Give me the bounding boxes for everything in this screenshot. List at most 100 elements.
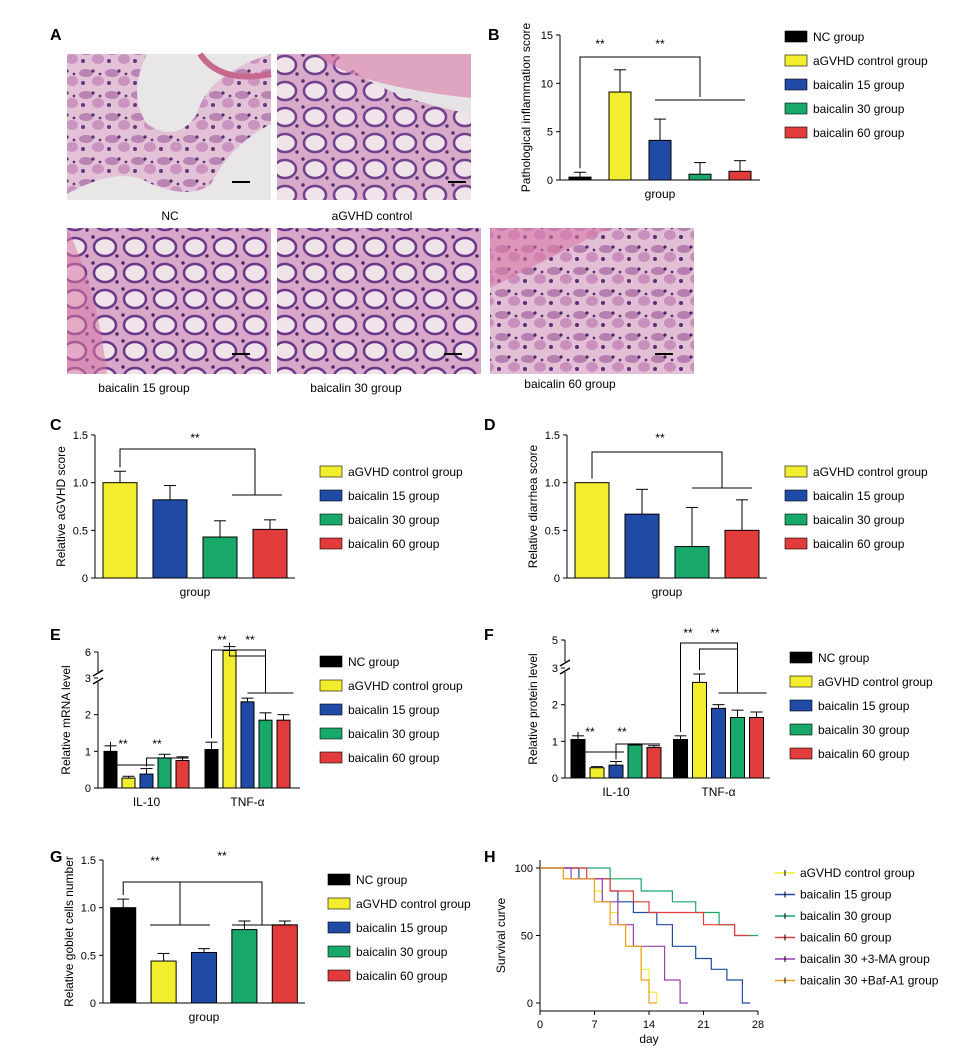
chart-e-legend-label: aGVHD control group	[348, 679, 463, 693]
chart-f-sig-label: **	[585, 725, 595, 739]
chart-e-legend-label: NC group	[348, 655, 400, 669]
panel-letter-b: B	[488, 27, 500, 44]
chart-e-sig-label: **	[217, 633, 227, 647]
chart-c-y-label: Relative aGVHD score	[54, 446, 68, 567]
chart-f-y-tick-label: 1	[552, 736, 558, 748]
chart-f-legend-swatch	[789, 651, 813, 664]
chart-g-bar	[231, 929, 258, 1004]
chart-e-y-tick-label: 2	[85, 710, 91, 722]
chart-b-legend-swatch	[784, 54, 808, 67]
chart-e-sig-bracket	[146, 757, 171, 767]
chart-e-sig-label: **	[118, 737, 128, 751]
chart-b-legend-label: baicalin 30 group	[813, 102, 905, 116]
chart-f-x-tick-label: TNF-α	[701, 785, 735, 799]
chart-f-bar	[711, 707, 726, 779]
chart-c-y-tick-label: 0.5	[73, 525, 88, 537]
chart-b-sig-label: **	[655, 37, 665, 51]
chart-g-sig-label: **	[150, 854, 160, 868]
chart-g-bar	[110, 907, 137, 1004]
chart-f-sig-bracket	[680, 642, 738, 732]
chart-h-legend-label: baicalin 30 group	[800, 909, 892, 923]
chart-e-bar	[240, 701, 255, 789]
chart-c-bar	[202, 536, 238, 579]
chart-f-sig-label: **	[617, 725, 627, 739]
chart-g-y-label: Relative goblet cells number	[62, 856, 76, 1007]
chart-h-x-tick-label: 28	[752, 1019, 764, 1031]
chart-h-x-tick-label: 21	[697, 1019, 709, 1031]
chart-g-legend-label: baicalin 60 group	[356, 969, 448, 983]
chart-f-sig-bracket	[615, 743, 641, 760]
chart-f-sig-label: **	[683, 626, 693, 640]
chart-e-bar	[139, 773, 154, 789]
chart-g-y-tick-label: 1.5	[81, 855, 96, 867]
chart-g-y-tick-label: 0	[90, 998, 96, 1010]
chart-g-sig-label: **	[217, 849, 227, 863]
chart-e-y-tick-label: 0	[85, 783, 91, 795]
chart-h-y-tick-label: 50	[521, 931, 533, 943]
panel-letter-c: C	[50, 417, 62, 434]
chart-g-y-tick-label: 1.0	[81, 903, 96, 915]
chart-d-bar	[724, 529, 760, 579]
chart-e-legend-swatch	[319, 655, 343, 668]
chart-c-bar	[152, 499, 188, 579]
chart-e-legend-swatch	[319, 727, 343, 740]
chart-d-legend-label: baicalin 15 group	[813, 489, 905, 503]
chart-e-bar	[175, 760, 190, 789]
chart-c-bar	[102, 482, 138, 579]
chart-h-x-tick-label: 14	[643, 1019, 655, 1031]
chart-b-bar	[608, 91, 632, 181]
chart-f-bar	[627, 744, 643, 779]
chart-g-sig-bracket	[180, 881, 263, 925]
chart-e-y-tick-label: 6	[85, 647, 91, 659]
chart-f-legend-label: NC group	[818, 651, 870, 665]
chart-d-bar	[624, 513, 660, 579]
chart-e-axis-break	[92, 669, 104, 677]
chart-e-axis-break	[92, 677, 104, 685]
chart-c-legend-swatch	[319, 537, 343, 550]
chart-f-legend-label: baicalin 15 group	[818, 699, 910, 713]
chart-b-y-tick-label: 0	[547, 175, 553, 187]
panel-letter-d: D	[484, 417, 496, 434]
chart-g-legend-swatch	[327, 969, 351, 982]
chart-e-legend-swatch	[319, 703, 343, 716]
chart-f-bar	[749, 717, 764, 779]
chart-b-sig-bracket	[579, 56, 701, 169]
chart-d-legend-swatch	[784, 513, 808, 526]
chart-f-bar	[589, 767, 605, 779]
chart-b-legend-swatch	[784, 78, 808, 91]
chart-d-legend-swatch	[784, 489, 808, 502]
chart-d-sig-bracket	[591, 451, 723, 488]
chart-g-sig-bracket	[122, 881, 181, 925]
chart-e-bar	[258, 719, 273, 789]
chart-f-bar	[692, 681, 707, 779]
chart-g-legend-label: NC group	[356, 873, 408, 887]
chart-f-legend-swatch	[789, 675, 813, 688]
chart-e-bar	[121, 777, 136, 789]
chart-d-y-tick-label: 0	[554, 573, 560, 585]
chart-f-sig-bracket	[699, 648, 738, 670]
chart-d-legend-swatch	[784, 465, 808, 478]
chart-f-bar	[730, 717, 745, 779]
chart-g-legend-label: baicalin 15 group	[356, 921, 448, 935]
chart-g-legend-swatch	[327, 873, 351, 886]
histology-image-agvhd	[277, 54, 471, 200]
chart-d-bar	[574, 482, 610, 579]
chart-h-legend-label: baicalin 15 group	[800, 888, 892, 902]
chart-c-legend-label: aGVHD control group	[348, 465, 463, 479]
chart-f-bar	[646, 747, 662, 779]
chart-h-series-line	[540, 867, 658, 1003]
chart-g-legend-swatch	[327, 897, 351, 910]
chart-f-axis-break	[559, 667, 571, 675]
chart-e-sig-label: **	[245, 633, 255, 647]
chart-b-legend-label: baicalin 60 group	[813, 126, 905, 140]
caption-b15: baicalin 15 group	[98, 381, 190, 395]
chart-d-y-label: Relative diarrhea score	[526, 444, 540, 568]
chart-g-bar	[190, 951, 218, 1004]
chart-c-y-tick-label: 0	[82, 573, 88, 585]
chart-e-sig-bracket	[229, 642, 266, 657]
chart-b-bar	[728, 170, 752, 181]
chart-f-bar	[673, 739, 688, 779]
chart-b-legend-swatch	[784, 102, 808, 115]
chart-e-bar	[222, 650, 237, 789]
chart-f-legend-label: aGVHD control group	[818, 675, 933, 689]
